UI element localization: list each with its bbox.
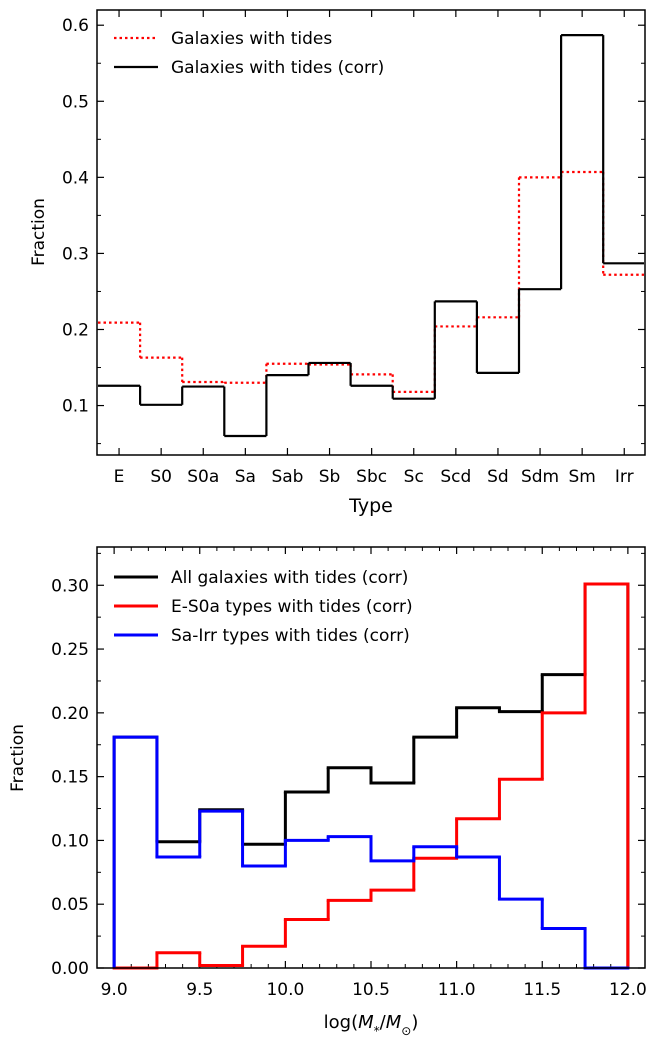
bottom-y-tick-label: 0.15	[51, 768, 89, 788]
panel-bottom: 0.00 0.05 0.10 0.15 0.20 0.25 0.30 9.0 9.5 10.0 10…	[8, 546, 647, 1038]
top-y-tick-label: 0.5	[62, 92, 89, 112]
top-y-tick-label: 0.6	[62, 16, 89, 36]
bottom-y-tick-label: 0.30	[51, 576, 89, 596]
bottom-legend-label-1: E-S0a types with tides (corr)	[171, 597, 413, 617]
top-x-tick-label-e: E	[114, 467, 125, 487]
top-axes-frame	[96, 9, 646, 456]
bottom-y-axis-label: Fraction	[8, 724, 28, 792]
bottom-tick-labels: 0.00 0.05 0.10 0.15 0.20 0.25 0.30 9.0 9.5 10.0 10…	[51, 576, 647, 1000]
top-y-tick-label: 0.4	[62, 168, 89, 188]
top-x-tick-label-sab: Sab	[271, 467, 303, 487]
bottom-x-tick-label: 11.0	[438, 980, 476, 1000]
bottom-x-tick-label: 12.0	[609, 980, 647, 1000]
top-x-tick-label-irr: Irr	[615, 467, 634, 487]
bottom-legend-label-0: All galaxies with tides (corr)	[171, 568, 408, 588]
top-x-axis-label: Type	[348, 495, 393, 517]
bottom-x-tick-label: 10.5	[352, 980, 390, 1000]
bottom-x-tick-label: 9.5	[186, 980, 213, 1000]
top-x-tick-label-sb: Sb	[319, 467, 341, 487]
bottom-x-axis-label: log(M*/M⊙)	[324, 1012, 419, 1038]
top-x-tick-label-s0a: S0a	[187, 467, 219, 487]
bottom-y-tick-label: 0.00	[51, 959, 89, 979]
bottom-series-group	[112, 582, 630, 970]
bottom-series-2	[112, 735, 630, 970]
bottom-y-tick-label: 0.20	[51, 704, 89, 724]
top-x-tick-label-sdm: Sdm	[521, 467, 559, 487]
bottom-legend: All galaxies with tides (corr) E-S0a typ…	[114, 568, 413, 646]
top-x-tick-label-sm: Sm	[568, 467, 595, 487]
top-series-group	[98, 34, 644, 438]
bottom-y-tick-label: 0.05	[51, 895, 89, 915]
top-legend-label-1: Galaxies with tides (corr)	[171, 58, 384, 78]
bottom-x-tick-label: 10.0	[266, 980, 304, 1000]
bottom-series-1	[112, 582, 630, 970]
top-y-tick-label: 0.3	[62, 244, 89, 264]
top-series-1	[98, 34, 644, 438]
top-x-tick-label-sc: Sc	[404, 467, 424, 487]
bottom-axes-frame	[96, 546, 646, 969]
bottom-y-tick-label: 0.25	[51, 640, 89, 660]
top-x-tick-label-sa: Sa	[235, 467, 256, 487]
top-tick-labels: 0.1 0.2 0.3 0.4 0.5 0.6 E S0 S0a Sa Sab Sb Sbc Sc Scd S…	[62, 16, 634, 487]
top-y-tick-label: 0.2	[62, 320, 89, 340]
top-y-axis-label: Fraction	[29, 198, 49, 266]
top-legend: Galaxies with tides Galaxies with tides …	[114, 29, 384, 78]
bottom-x-tick-label: 9.0	[101, 980, 128, 1000]
top-y-tick-label: 0.1	[62, 397, 89, 417]
top-ticks	[97, 10, 645, 455]
bottom-legend-label-2: Sa-Irr types with tides (corr)	[171, 626, 410, 646]
top-x-tick-label-scd: Scd	[440, 467, 471, 487]
top-x-tick-label-s0: S0	[150, 467, 172, 487]
panel-top: 0.1 0.2 0.3 0.4 0.5 0.6 E S0 S0a Sa Sab Sb Sbc Sc Scd S…	[29, 9, 646, 517]
top-x-tick-label-sbc: Sbc	[356, 467, 387, 487]
bottom-y-tick-label: 0.10	[51, 831, 89, 851]
top-x-tick-label-sd: Sd	[487, 467, 509, 487]
top-legend-label-0: Galaxies with tides	[171, 29, 332, 49]
bottom-x-tick-label: 11.5	[523, 980, 561, 1000]
